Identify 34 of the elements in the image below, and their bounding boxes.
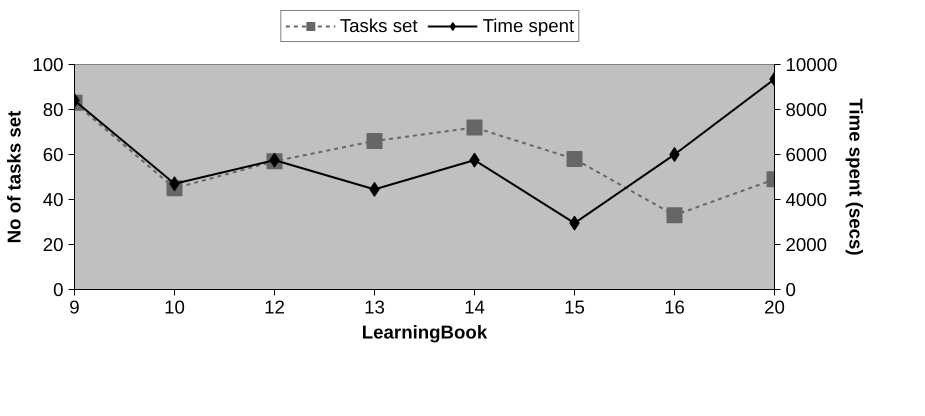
y-tick-label: 20 bbox=[42, 234, 64, 255]
y2-axis-title: Time spent (secs) bbox=[845, 98, 866, 256]
x-tick-label: 9 bbox=[69, 296, 80, 318]
y-tick-label: 40 bbox=[42, 189, 64, 210]
y-axis-title: No of tasks set bbox=[3, 110, 24, 244]
x-axis-title: LearningBook bbox=[362, 322, 488, 342]
y2-tick-label: 4000 bbox=[786, 189, 828, 210]
point bbox=[369, 182, 380, 197]
y2-tick-label: 6000 bbox=[786, 144, 828, 165]
point bbox=[169, 176, 180, 192]
point bbox=[469, 152, 480, 168]
x-tick-label: 20 bbox=[764, 296, 785, 318]
point bbox=[366, 133, 382, 149]
x-tick-label: 14 bbox=[464, 296, 485, 318]
y2-tick-label: 0 bbox=[786, 279, 796, 300]
y2-tick-label: 10000 bbox=[786, 54, 838, 75]
point bbox=[666, 207, 682, 224]
point bbox=[669, 147, 680, 162]
legend-label: Tasks set bbox=[340, 15, 418, 37]
point bbox=[466, 120, 482, 136]
y-tick-label: 60 bbox=[42, 144, 64, 165]
x-tick-label: 16 bbox=[664, 296, 685, 318]
y-tick-label: 0 bbox=[53, 279, 64, 300]
y2-tick-label: 8000 bbox=[786, 99, 828, 120]
y2-tick-label: 2000 bbox=[786, 234, 828, 255]
legend-label: Time spent bbox=[482, 15, 574, 37]
point bbox=[569, 216, 580, 231]
x-tick-label: 13 bbox=[364, 296, 385, 318]
y-tick-label: 80 bbox=[42, 99, 64, 120]
y-tick-label: 100 bbox=[32, 54, 64, 75]
point bbox=[566, 151, 582, 167]
x-tick-label: 10 bbox=[164, 296, 185, 318]
x-tick-label: 12 bbox=[264, 296, 285, 318]
x-tick-label: 15 bbox=[564, 296, 585, 318]
